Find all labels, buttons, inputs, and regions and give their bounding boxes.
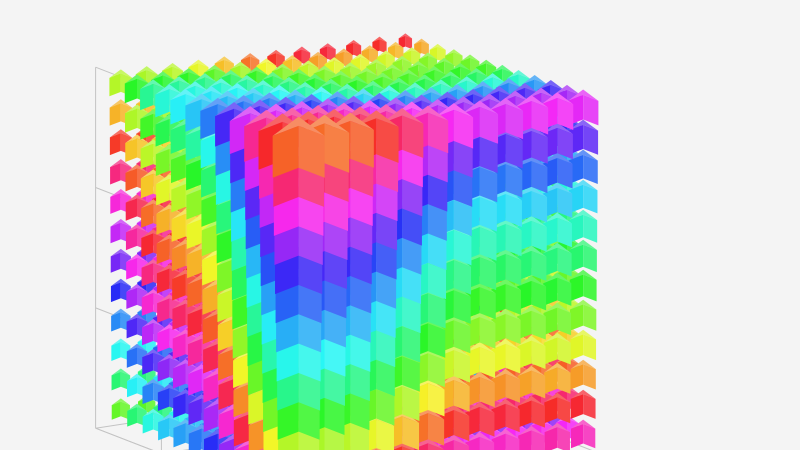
grid-line: [95, 380, 412, 429]
grid-line: [95, 427, 154, 450]
grid-line: [411, 380, 593, 450]
grid-line: [95, 66, 293, 144]
grid-line: [95, 427, 154, 450]
grid-line: [200, 411, 300, 450]
grid-line: [95, 187, 293, 265]
grid-line: [182, 405, 477, 450]
grid-line: [95, 307, 293, 385]
